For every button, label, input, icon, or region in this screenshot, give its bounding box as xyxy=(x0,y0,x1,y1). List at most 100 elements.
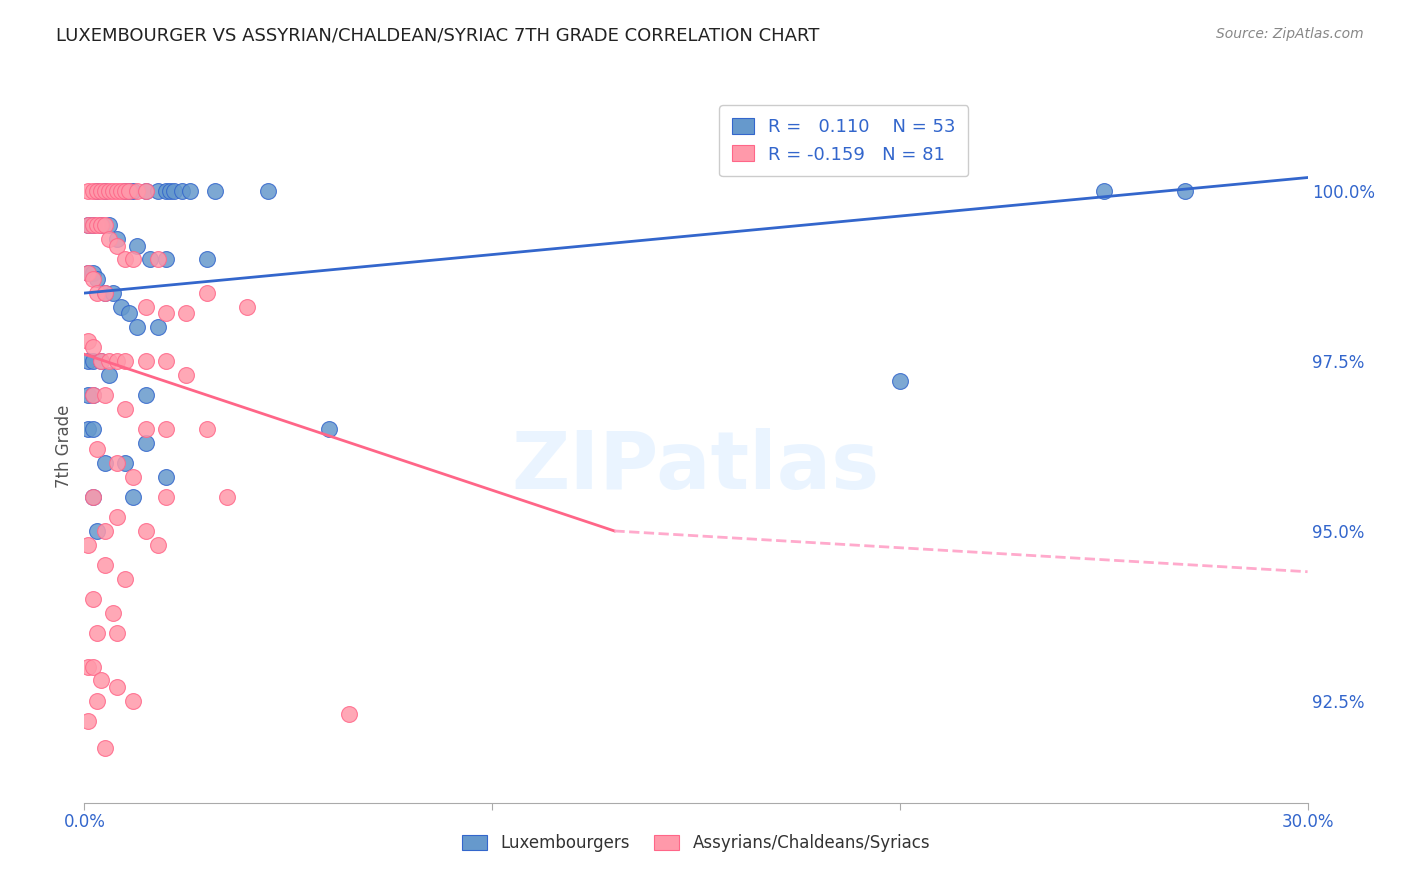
Point xyxy=(122,694,145,708)
Point xyxy=(90,218,112,232)
Point xyxy=(105,456,128,470)
Point xyxy=(114,354,136,368)
Point xyxy=(127,320,149,334)
Point xyxy=(77,218,100,232)
Point xyxy=(82,422,104,436)
Point xyxy=(77,388,100,402)
Point xyxy=(155,184,177,198)
Point xyxy=(155,252,177,266)
Point xyxy=(86,694,108,708)
Point xyxy=(86,442,108,457)
Point xyxy=(93,184,117,198)
Point xyxy=(82,184,104,198)
Point xyxy=(155,306,177,320)
Point xyxy=(82,388,104,402)
Point xyxy=(135,422,157,436)
Point xyxy=(122,490,145,504)
Point xyxy=(118,306,141,320)
Point xyxy=(257,184,280,198)
Point xyxy=(82,660,104,674)
Point xyxy=(172,184,194,198)
Point xyxy=(86,272,108,286)
Point xyxy=(159,184,181,198)
Point xyxy=(101,286,124,301)
Point xyxy=(82,490,104,504)
Point xyxy=(93,286,117,301)
Text: LUXEMBOURGER VS ASSYRIAN/CHALDEAN/SYRIAC 7TH GRADE CORRELATION CHART: LUXEMBOURGER VS ASSYRIAN/CHALDEAN/SYRIAC… xyxy=(56,27,820,45)
Point xyxy=(93,218,117,232)
Point xyxy=(86,626,108,640)
Point xyxy=(86,524,108,538)
Point xyxy=(82,218,104,232)
Point xyxy=(77,660,100,674)
Point xyxy=(86,184,108,198)
Point xyxy=(105,184,128,198)
Point xyxy=(135,184,157,198)
Point xyxy=(101,184,124,198)
Point xyxy=(97,368,120,382)
Point xyxy=(204,184,226,198)
Point xyxy=(339,707,361,722)
Point xyxy=(77,334,100,348)
Point xyxy=(135,300,157,314)
Text: ZIPatlas: ZIPatlas xyxy=(512,428,880,507)
Point xyxy=(135,184,157,198)
Point xyxy=(105,626,128,640)
Point xyxy=(114,401,136,416)
Point xyxy=(135,388,157,402)
Point xyxy=(105,232,128,246)
Point xyxy=(146,252,169,266)
Point xyxy=(77,714,100,729)
Point xyxy=(77,266,100,280)
Point xyxy=(86,286,108,301)
Point xyxy=(889,375,911,389)
Point xyxy=(82,388,104,402)
Point xyxy=(86,184,108,198)
Point xyxy=(82,266,104,280)
Point xyxy=(77,266,100,280)
Point xyxy=(195,252,218,266)
Point xyxy=(77,354,100,368)
Point xyxy=(93,388,117,402)
Point xyxy=(77,537,100,551)
Point xyxy=(110,184,132,198)
Point xyxy=(101,606,124,620)
Point xyxy=(105,680,128,694)
Point xyxy=(82,272,104,286)
Point xyxy=(118,184,141,198)
Point xyxy=(105,510,128,524)
Point xyxy=(122,469,145,483)
Point xyxy=(1092,184,1115,198)
Point xyxy=(195,286,218,301)
Text: 30.0%: 30.0% xyxy=(1281,813,1334,831)
Point xyxy=(174,368,197,382)
Point xyxy=(127,238,149,252)
Point xyxy=(114,252,136,266)
Point xyxy=(135,354,157,368)
Point xyxy=(195,422,218,436)
Point xyxy=(105,238,128,252)
Point xyxy=(114,456,136,470)
Point xyxy=(97,218,120,232)
Point xyxy=(82,490,104,504)
Point xyxy=(90,354,112,368)
Text: 0.0%: 0.0% xyxy=(63,813,105,831)
Point xyxy=(122,252,145,266)
Point xyxy=(318,422,340,436)
Point xyxy=(77,422,100,436)
Point xyxy=(174,306,197,320)
Point xyxy=(146,537,169,551)
Point xyxy=(90,184,112,198)
Point xyxy=(90,673,112,688)
Point xyxy=(93,524,117,538)
Point xyxy=(105,354,128,368)
Point xyxy=(86,218,108,232)
Point xyxy=(82,218,104,232)
Point xyxy=(135,435,157,450)
Point xyxy=(82,354,104,368)
Point xyxy=(82,591,104,606)
Point xyxy=(217,490,239,504)
Point xyxy=(90,218,112,232)
Point xyxy=(135,524,157,538)
Point xyxy=(97,184,120,198)
